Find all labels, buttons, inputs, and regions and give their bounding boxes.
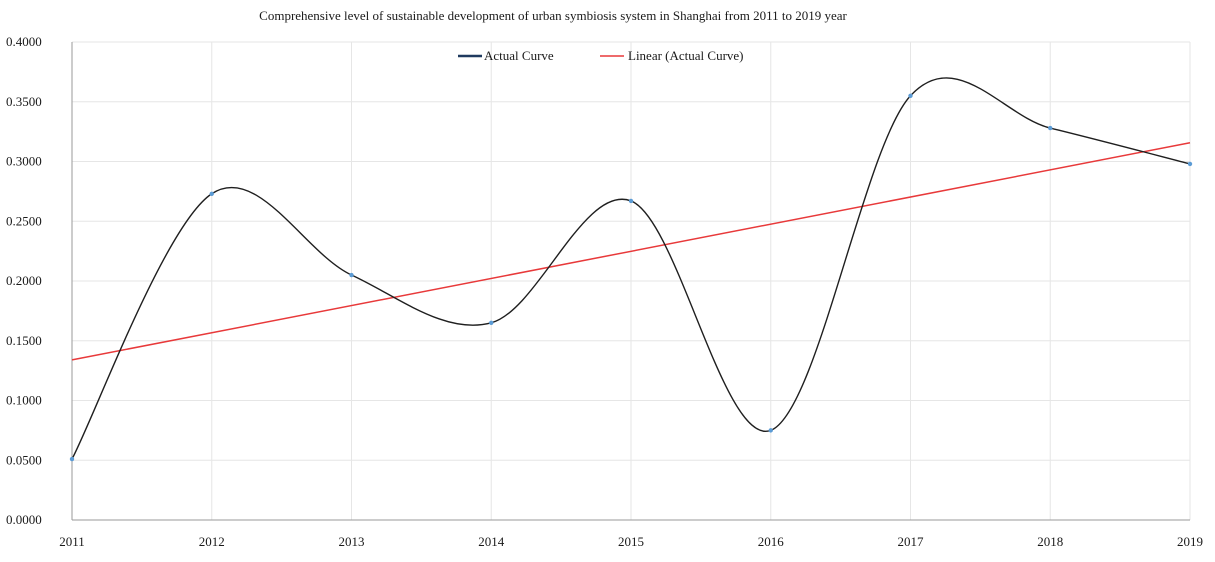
legend-label-actual: Actual Curve <box>484 48 554 63</box>
y-tick-label: 0.2500 <box>6 213 42 228</box>
y-tick-label: 0.1000 <box>6 393 42 408</box>
data-point-marker <box>908 93 913 98</box>
x-tick-label: 2014 <box>478 534 505 549</box>
x-tick-labels: 2011 2012 2013 2014 2015 2016 2017 2018 2019 <box>59 534 1203 549</box>
y-tick-label: 0.1500 <box>6 333 42 348</box>
y-tick-label: 0.0500 <box>6 452 42 467</box>
series-line-actual-curve <box>71 77 1191 460</box>
y-tick-label: 0.3500 <box>6 94 42 109</box>
x-tick-label: 2015 <box>618 534 644 549</box>
y-tick-label: 0.3000 <box>6 154 42 169</box>
data-point-marker <box>489 320 494 326</box>
axes <box>71 42 1190 521</box>
data-point-marker <box>768 428 773 433</box>
data-point-marker <box>209 191 214 196</box>
data-point-marker <box>1187 161 1193 167</box>
gridlines <box>71 41 1191 521</box>
data-point-marker <box>69 456 75 462</box>
data-point-marker <box>628 198 634 204</box>
x-tick-label: 2013 <box>339 534 365 549</box>
data-point-markers <box>69 93 1193 462</box>
chart-title: Comprehensive level of sustainable devel… <box>259 8 847 23</box>
series-lines <box>71 77 1191 460</box>
y-tick-label: 0.4000 <box>6 34 42 49</box>
legend-label-linear: Linear (Actual Curve) <box>628 48 744 63</box>
x-tick-label: 2016 <box>758 534 785 549</box>
series-line-linear-trend <box>71 142 1191 361</box>
x-tick-label: 2011 <box>59 534 85 549</box>
x-tick-label: 2018 <box>1037 534 1063 549</box>
x-tick-label: 2019 <box>1177 534 1203 549</box>
x-tick-label: 2017 <box>898 534 925 549</box>
legend: Actual Curve Linear (Actual Curve) <box>458 48 744 63</box>
data-point-marker <box>1048 125 1053 131</box>
y-tick-label: 0.2000 <box>6 273 42 288</box>
data-point-marker <box>349 272 354 278</box>
x-tick-label: 2012 <box>199 534 225 549</box>
y-tick-label: 0.0000 <box>6 512 42 527</box>
y-tick-labels: 0.0000 0.0500 0.1000 0.1500 0.2000 0.2500 0.30… <box>6 34 42 527</box>
